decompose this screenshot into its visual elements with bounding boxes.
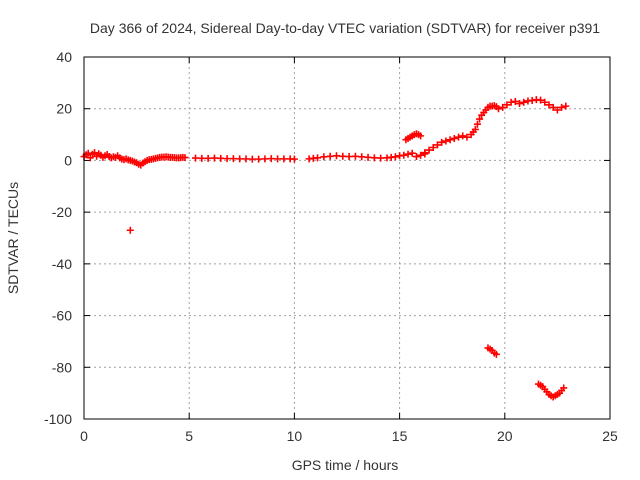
chart-title: Day 366 of 2024, Sidereal Day-to-day VTE… <box>90 20 600 36</box>
x-tick-label: 5 <box>185 428 193 444</box>
data-point <box>473 120 481 128</box>
y-tick-label: 0 <box>64 152 72 168</box>
data-point <box>541 98 549 106</box>
data-point <box>290 155 298 163</box>
data-point <box>408 149 416 157</box>
data-point <box>511 97 519 105</box>
data-point <box>255 155 263 163</box>
data-point <box>198 154 206 162</box>
data-point <box>332 152 340 160</box>
data-point <box>417 151 425 159</box>
data-point <box>553 106 561 114</box>
data-point <box>455 133 463 141</box>
axis-ticks: 0 5 10 15 20 25 -100 -80 -60 -40 -20 0 20 40 <box>44 49 618 444</box>
data-point <box>217 154 225 162</box>
data-point <box>248 155 256 163</box>
data-point <box>446 136 454 144</box>
data-point <box>339 152 347 160</box>
data-point <box>345 153 353 161</box>
x-tick-label: 15 <box>392 428 408 444</box>
data-point <box>84 149 92 157</box>
data-point <box>261 155 269 163</box>
y-axis-label: SDTVAR / TECUs <box>5 182 21 294</box>
data-point <box>412 153 420 161</box>
data-point <box>463 133 471 141</box>
data-point <box>417 132 425 140</box>
data-point <box>558 103 566 111</box>
data-point <box>126 226 134 234</box>
data-point <box>562 102 570 110</box>
data-point <box>223 155 231 163</box>
data-point <box>370 154 378 162</box>
data-point <box>280 155 288 163</box>
data-point <box>442 137 450 145</box>
data-point <box>471 125 479 133</box>
data-point <box>391 153 399 161</box>
data-point <box>314 154 322 162</box>
data-point <box>438 138 446 146</box>
x-tick-label: 25 <box>602 428 618 444</box>
data-point <box>91 149 99 157</box>
data-point <box>236 155 244 163</box>
data-point <box>494 105 502 113</box>
data-point <box>242 155 250 163</box>
data-point <box>545 101 553 109</box>
data-point <box>433 141 441 149</box>
data-point <box>192 154 200 162</box>
data-point <box>459 132 467 140</box>
data-point <box>499 103 507 111</box>
grid <box>84 57 610 419</box>
data-point <box>520 98 528 106</box>
data-point <box>450 134 458 142</box>
data-point <box>492 350 500 358</box>
y-tick-label: -60 <box>52 308 72 324</box>
y-tick-label: 20 <box>56 101 72 117</box>
x-tick-label: 10 <box>287 428 303 444</box>
plot-frame <box>83 56 611 420</box>
data-point <box>425 146 433 154</box>
data-point <box>326 152 334 160</box>
data-point <box>560 384 568 392</box>
y-tick-label: -20 <box>52 204 72 220</box>
x-tick-label: 20 <box>497 428 513 444</box>
y-tick-label: -80 <box>52 359 72 375</box>
data-point <box>537 96 545 104</box>
data-point <box>503 101 511 109</box>
data-point <box>181 154 189 162</box>
data-point <box>400 151 408 159</box>
x-tick-label: 0 <box>80 428 88 444</box>
data-point <box>404 150 412 158</box>
data-points <box>80 96 570 401</box>
data-point <box>377 154 385 162</box>
data-point <box>351 152 359 160</box>
data-point <box>320 153 328 161</box>
data-point <box>516 100 524 108</box>
data-point <box>358 153 366 161</box>
data-point <box>267 155 275 163</box>
y-tick-label: -40 <box>52 256 72 272</box>
data-point <box>229 155 237 163</box>
data-point <box>421 149 429 157</box>
data-point <box>210 154 218 162</box>
data-point <box>549 103 557 111</box>
data-point <box>86 154 94 162</box>
y-tick-label: 40 <box>56 49 72 65</box>
data-point <box>364 153 372 161</box>
data-point <box>476 115 484 123</box>
x-axis-label: GPS time / hours <box>292 457 399 473</box>
data-point <box>429 144 437 151</box>
y-tick-label: -100 <box>44 411 72 427</box>
data-point <box>274 155 282 163</box>
data-point <box>204 154 212 162</box>
